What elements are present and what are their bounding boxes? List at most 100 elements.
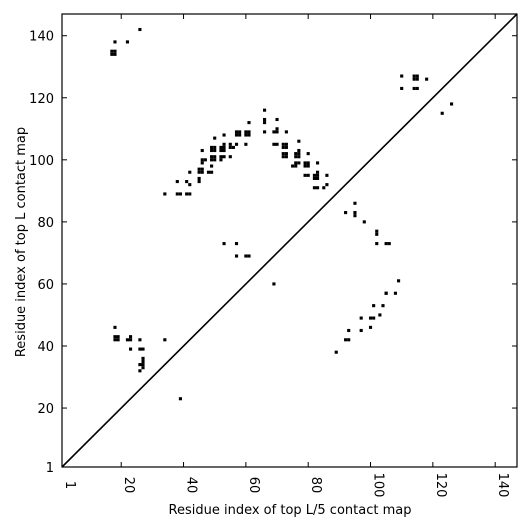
- contact-point-upper: [247, 133, 251, 137]
- contact-points: [110, 27, 454, 401]
- contact-point-upper: [297, 155, 301, 159]
- contact-point-lower: [113, 338, 117, 342]
- contact-point-upper: [303, 161, 307, 165]
- contact-point-lower: [141, 347, 145, 351]
- x-axis-label: Residue index of top L/5 contact map: [169, 503, 412, 518]
- contact-point-upper: [210, 148, 214, 153]
- contact-point-upper: [375, 229, 379, 233]
- contact-point-upper: [222, 242, 226, 246]
- contact-point-lower: [344, 338, 348, 342]
- contact-point-upper: [228, 142, 232, 146]
- contact-point-upper: [228, 155, 232, 159]
- contact-point-lower: [129, 335, 133, 339]
- contact-point-upper: [244, 130, 248, 134]
- contact-point-lower: [113, 335, 117, 339]
- y-tick-label: 60: [37, 278, 54, 293]
- contact-point-upper: [375, 242, 379, 246]
- contact-point-upper: [281, 142, 285, 146]
- contact-point-upper: [284, 155, 288, 159]
- contact-point-upper: [197, 167, 201, 171]
- contact-point-upper: [281, 152, 285, 156]
- contact-point-upper: [200, 161, 204, 165]
- contact-point-upper: [297, 152, 301, 156]
- contact-point-upper: [415, 77, 419, 81]
- contact-point-upper: [297, 148, 301, 153]
- contact-point-upper: [185, 192, 189, 196]
- contact-point-upper: [247, 254, 251, 258]
- contact-point-upper: [125, 40, 130, 44]
- contact-point-upper: [175, 180, 179, 184]
- contact-point-upper: [272, 142, 276, 146]
- y-tick-label: 120: [29, 92, 54, 107]
- contact-point-lower: [141, 356, 145, 360]
- contact-point-upper: [306, 173, 310, 177]
- contact-point-upper: [113, 40, 117, 44]
- contact-point-upper: [384, 242, 388, 246]
- x-tick-label: 80: [308, 477, 323, 494]
- contact-point-upper: [234, 254, 239, 258]
- contact-point-lower: [347, 328, 351, 333]
- contact-point-upper: [244, 254, 248, 258]
- contact-point-upper: [275, 127, 279, 131]
- contact-point-upper: [294, 152, 298, 156]
- contact-point-upper: [210, 164, 214, 168]
- contact-point-upper: [425, 77, 429, 81]
- contact-point-upper: [110, 52, 114, 56]
- contact-point-lower: [141, 359, 145, 364]
- contact-point-upper: [178, 192, 182, 196]
- contact-point-lower: [138, 369, 142, 373]
- contact-point-upper: [200, 158, 204, 162]
- contact-point-upper: [450, 102, 454, 106]
- x-axis-ticks: 1 20 40 60 80 100 120 140: [61, 14, 510, 498]
- x-tick-label: 100: [371, 473, 386, 498]
- contact-point-upper: [344, 211, 348, 215]
- contact-point-upper: [222, 145, 226, 149]
- y-tick-label: 1: [46, 461, 54, 476]
- contact-point-upper: [234, 133, 239, 137]
- y-tick-label: 20: [37, 402, 54, 417]
- contact-point-upper: [138, 27, 142, 32]
- contact-point-upper: [315, 170, 320, 174]
- contact-point-upper: [275, 142, 279, 146]
- contact-point-lower: [125, 338, 130, 342]
- contact-point-upper: [213, 145, 217, 149]
- contact-point-upper: [206, 170, 211, 174]
- contact-point-upper: [397, 279, 401, 283]
- contact-point-upper: [303, 164, 307, 168]
- x-tick-label: 120: [433, 473, 448, 498]
- contact-point-upper: [272, 130, 276, 134]
- contact-point-lower: [138, 363, 142, 367]
- contact-point-upper: [234, 242, 239, 246]
- contact-point-upper: [219, 145, 223, 149]
- contact-point-upper: [415, 74, 419, 78]
- contact-point-upper: [281, 145, 285, 149]
- contact-point-upper: [228, 145, 232, 149]
- contact-point-upper: [412, 86, 416, 91]
- contact-point-upper: [219, 155, 223, 159]
- contact-point-upper: [234, 130, 239, 134]
- contact-point-lower: [116, 338, 120, 342]
- contact-point-upper: [222, 142, 226, 146]
- contact-point-lower: [359, 316, 363, 320]
- contact-point-upper: [312, 173, 316, 177]
- contact-point-upper: [231, 145, 235, 149]
- contact-point-upper: [291, 164, 295, 168]
- contact-point-upper: [353, 214, 357, 218]
- contact-point-upper: [188, 183, 192, 187]
- contact-point-upper: [375, 232, 379, 236]
- contact-point-upper: [244, 133, 248, 137]
- contact-point-upper: [353, 201, 357, 205]
- contact-point-upper: [222, 155, 226, 159]
- contact-point-upper: [247, 130, 251, 134]
- y-axis-label: Residue index of top L contact map: [14, 127, 29, 357]
- contact-point-upper: [263, 130, 267, 134]
- plot-frame: [61, 13, 518, 468]
- contact-point-lower: [163, 338, 167, 342]
- contact-point-lower: [138, 338, 142, 342]
- contact-point-upper: [284, 130, 288, 134]
- contact-point-upper: [312, 186, 316, 190]
- contact-point-lower: [372, 304, 376, 308]
- contact-point-upper: [234, 142, 239, 146]
- contact-point-upper: [263, 108, 267, 112]
